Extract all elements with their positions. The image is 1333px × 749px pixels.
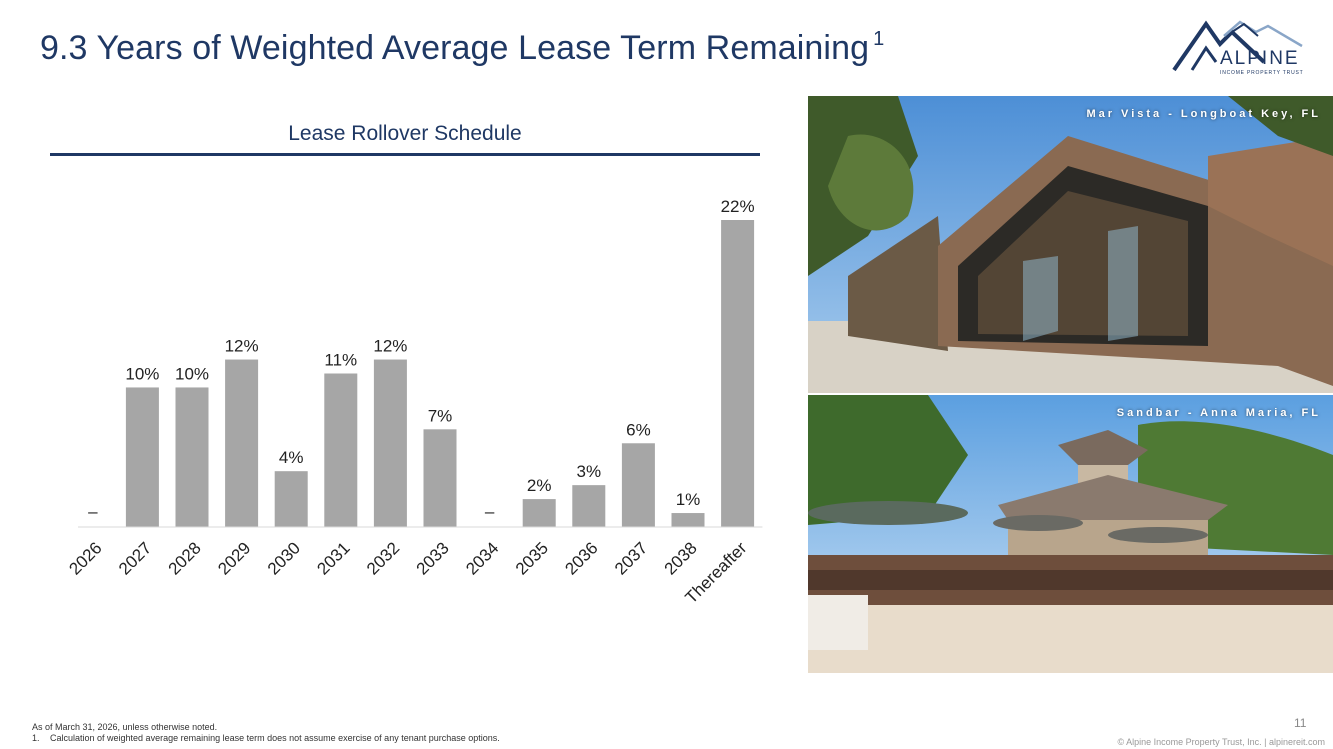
data-label-2038: 1% bbox=[676, 490, 701, 509]
bar-2035 bbox=[522, 499, 556, 527]
x-tick-label-2032: 2032 bbox=[363, 538, 403, 578]
photo-mar-vista: Mar Vista - Longboat Key, FL bbox=[808, 96, 1333, 393]
chart-title: Lease Rollover Schedule bbox=[288, 122, 522, 145]
x-tick-label-2037: 2037 bbox=[611, 538, 651, 578]
photo-caption: Sandbar - Anna Maria, FL bbox=[1116, 407, 1321, 419]
x-tick-label-2038: 2038 bbox=[661, 538, 701, 578]
bar-2030 bbox=[274, 471, 308, 527]
data-label-2027: 10% bbox=[125, 364, 159, 383]
data-label-2030: 4% bbox=[279, 448, 304, 467]
restaurant-photo-image bbox=[808, 96, 1333, 393]
data-label-2029: 12% bbox=[225, 337, 259, 356]
as-of-footnote: As of March 31, 2026, unless otherwise n… bbox=[32, 722, 218, 732]
footnote-number: 1. bbox=[32, 733, 40, 743]
bar-thereafter bbox=[721, 220, 755, 527]
bar-2031 bbox=[324, 373, 358, 527]
x-tick-label-2035: 2035 bbox=[512, 538, 552, 578]
x-tick-label-2029: 2029 bbox=[214, 538, 254, 578]
bar-2027 bbox=[125, 387, 159, 527]
bar-2029 bbox=[225, 359, 259, 527]
page-number: 11 bbox=[1294, 716, 1307, 730]
x-tick-label-2033: 2033 bbox=[413, 538, 453, 578]
data-label-2034: – bbox=[485, 502, 495, 521]
mountain-logo-icon: ALPINE INCOME PROPERTY TRUST bbox=[1172, 20, 1303, 76]
bar-2038 bbox=[671, 513, 705, 527]
bar-2037 bbox=[621, 443, 655, 527]
bar-2036 bbox=[572, 485, 606, 527]
copyright-notice: © Alpine Income Property Trust, Inc. | a… bbox=[1117, 737, 1325, 747]
x-tick-label-2027: 2027 bbox=[115, 538, 155, 578]
bar-2028 bbox=[175, 387, 209, 527]
data-label-thereafter: 22% bbox=[721, 197, 755, 216]
data-label-2028: 10% bbox=[175, 364, 209, 383]
logo-tagline: INCOME PROPERTY TRUST bbox=[1220, 70, 1303, 76]
x-tick-label-2030: 2030 bbox=[264, 538, 304, 578]
x-tick-label-2031: 2031 bbox=[313, 538, 353, 578]
logo-wordmark: ALPINE bbox=[1220, 48, 1300, 69]
footnote-text: Calculation of weighted average remainin… bbox=[50, 733, 500, 743]
data-label-2037: 6% bbox=[626, 420, 651, 439]
chart-title-rule bbox=[50, 153, 760, 156]
x-tick-label-2026: 2026 bbox=[65, 538, 105, 578]
page-title-text: 9.3 Years of Weighted Average Lease Term… bbox=[40, 29, 870, 67]
x-tick-label-2034: 2034 bbox=[462, 538, 502, 578]
x-tick-label-2028: 2028 bbox=[165, 538, 205, 578]
data-label-2033: 7% bbox=[428, 406, 453, 425]
lease-term-footnote: 1. Calculation of weighted average remain… bbox=[32, 733, 500, 743]
data-label-2031: 11% bbox=[324, 351, 357, 370]
x-tick-label-2036: 2036 bbox=[561, 538, 601, 578]
beach-restaurant-photo-image bbox=[808, 395, 1333, 673]
bar-2032 bbox=[373, 359, 407, 527]
title-footnote-marker: 1 bbox=[873, 28, 885, 50]
photo-sandbar: Sandbar - Anna Maria, FL bbox=[808, 395, 1333, 673]
bar-2033 bbox=[423, 429, 457, 527]
page-title: 9.3 Years of Weighted Average Lease Term… bbox=[40, 28, 884, 68]
data-label-2036: 3% bbox=[577, 462, 602, 481]
lease-rollover-chart: – 2026 10% 2027 10% 2028 12% 2029 4% 2030 11% 2031 1… bbox=[65, 197, 763, 607]
data-label-2026: – bbox=[88, 502, 98, 521]
company-logo: ALPINE INCOME PROPERTY TRUST bbox=[1168, 18, 1318, 78]
data-label-2035: 2% bbox=[527, 476, 552, 495]
data-label-2032: 12% bbox=[373, 337, 407, 356]
photo-caption: Mar Vista - Longboat Key, FL bbox=[1086, 108, 1321, 120]
